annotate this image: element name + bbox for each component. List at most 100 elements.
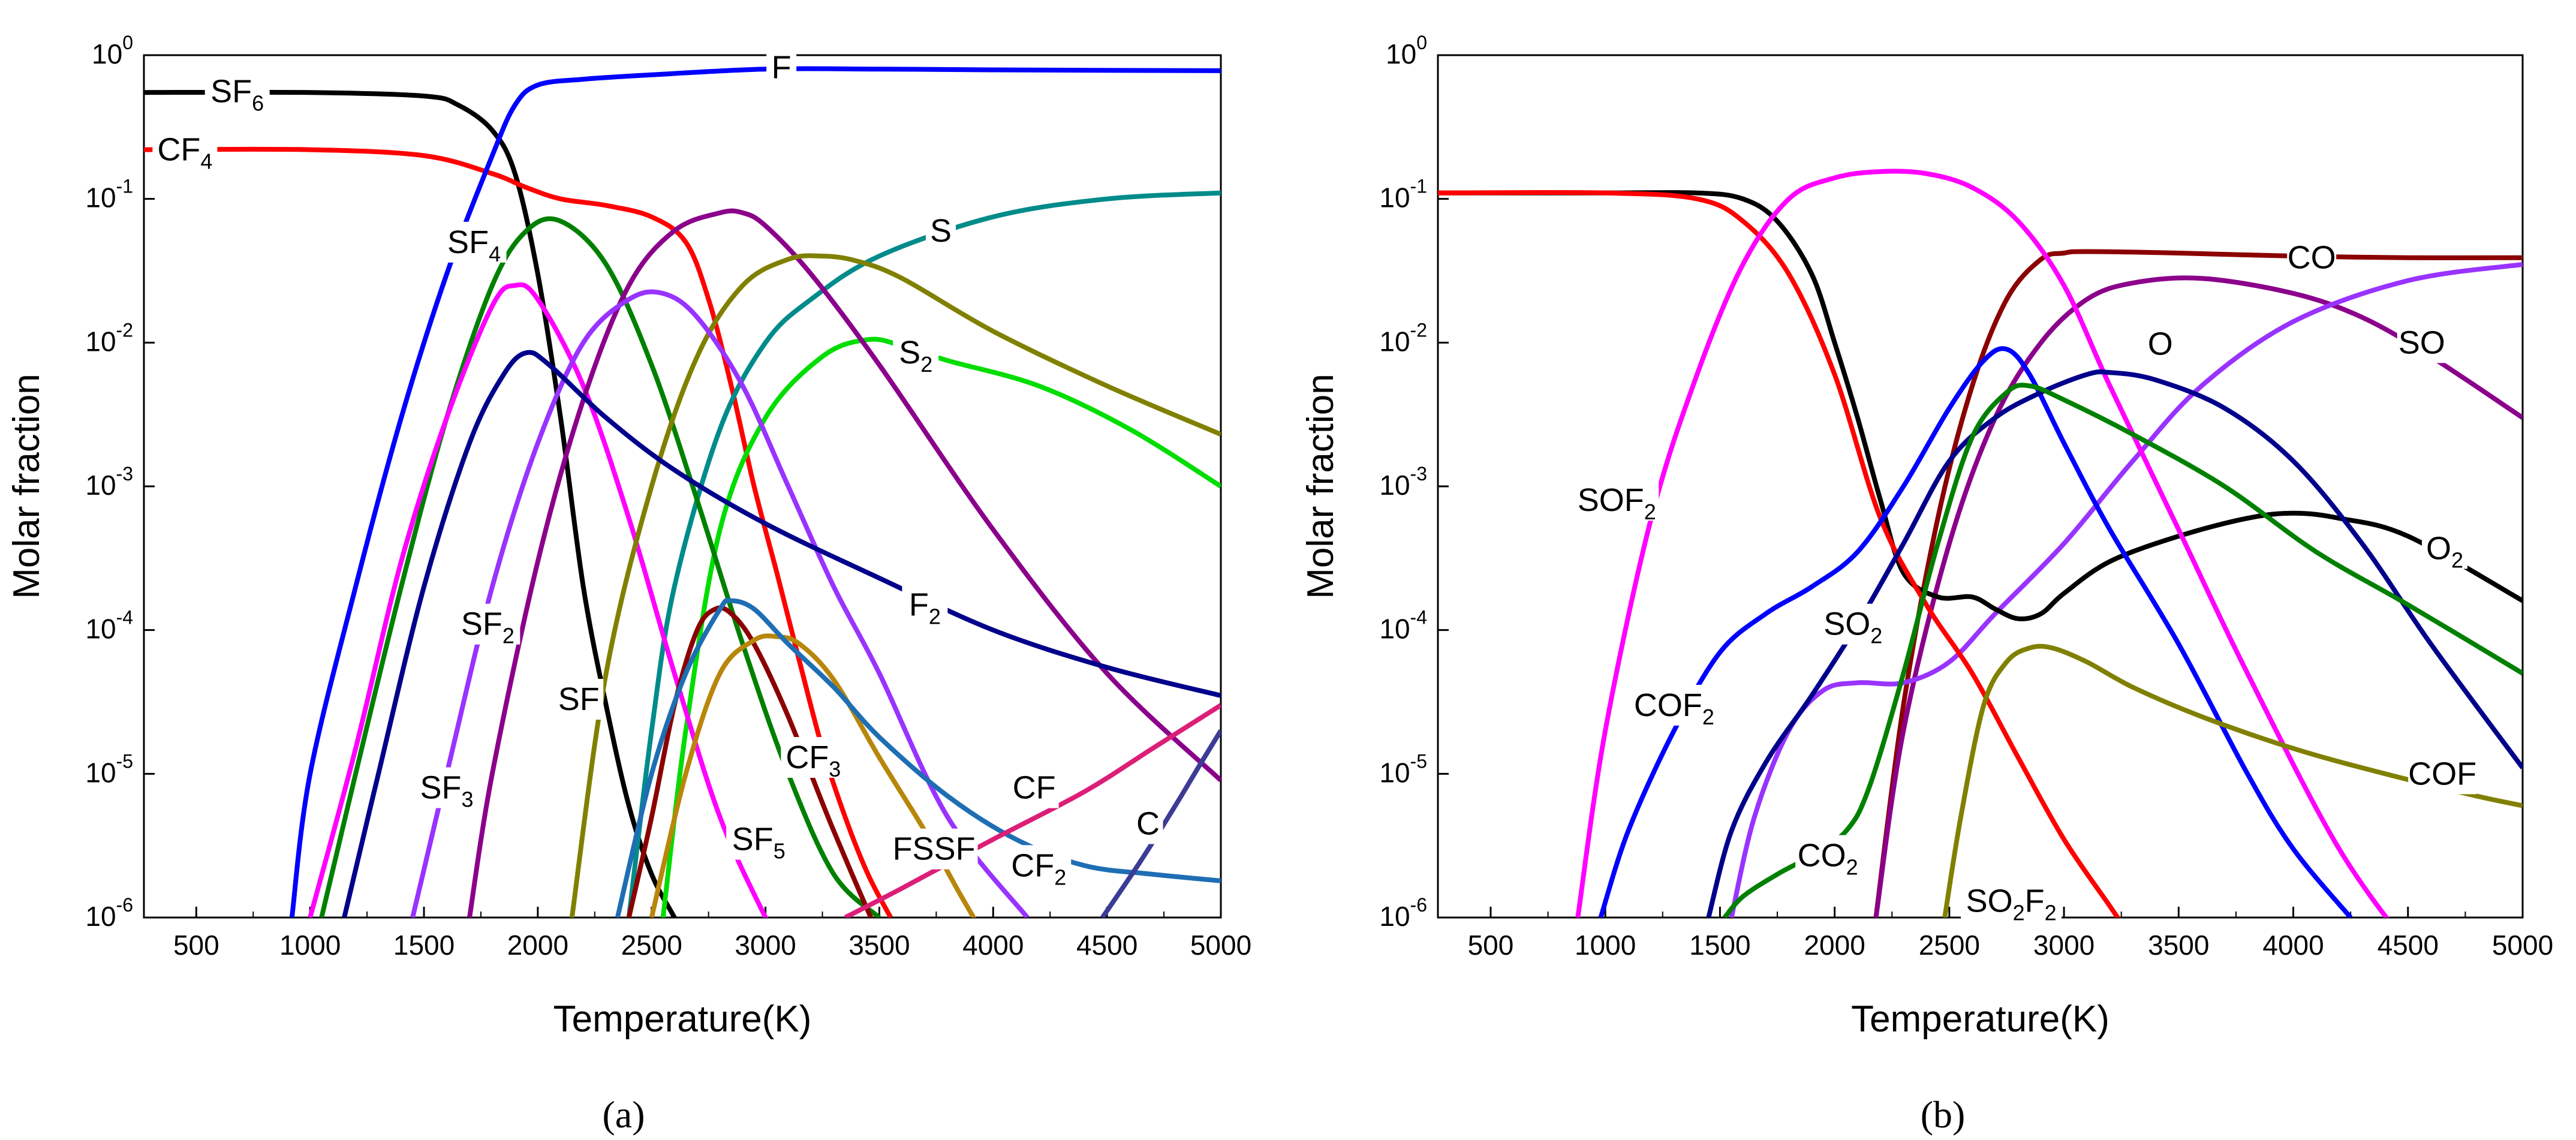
y-tick-label-b: 10-3 (1379, 463, 1427, 501)
y-tick-label-a: 10-3 (85, 463, 133, 501)
x-tick-label-a: 2000 (507, 930, 568, 961)
svg-text:SOF2: SOF2 (1578, 482, 1656, 524)
svg-text:FSSF: FSSF (893, 831, 976, 867)
series-label-so2: SO2 (1820, 603, 1886, 648)
series-label-so2f2: SO2F2 (1961, 880, 2062, 925)
x-tick-label-b: 500 (1468, 930, 1514, 961)
y-tick-label-b: 10-5 (1379, 750, 1427, 788)
series-line-so (1873, 275, 2523, 918)
panel-label-a: (a) (602, 1093, 645, 1136)
series-label-cof: COF (2408, 753, 2477, 795)
series-label-co2: CO2 (1795, 835, 1861, 880)
x-tick-label-b: 2000 (1804, 930, 1865, 961)
y-axis-title-b: Molar fraction (1300, 374, 1341, 599)
series-line-sf6 (144, 89, 678, 918)
series-label-fssf: FSSF (890, 828, 978, 870)
series-label-sf5: SF5 (726, 819, 792, 864)
x-tick-label-a: 1500 (393, 930, 455, 961)
series-line-sf (569, 253, 1221, 918)
series-label-cf4: CF4 (152, 129, 218, 174)
series-label-sf6: SF6 (204, 71, 270, 115)
x-tick-label-b: 4500 (2378, 930, 2439, 961)
series-line-sf4 (319, 216, 881, 918)
x-tick-label-a: 4000 (962, 930, 1024, 961)
x-tick-label-b: 3000 (2033, 930, 2094, 961)
x-axis-title-a: Temperature(K) (553, 998, 812, 1040)
svg-text:S: S (930, 213, 952, 249)
series-label-cf: CF (1009, 767, 1059, 808)
svg-text:CF: CF (1013, 770, 1056, 806)
series-line-cf2 (615, 597, 1221, 918)
series-line-sof2 (1575, 169, 2390, 918)
svg-text:CO2: CO2 (1798, 838, 1858, 880)
x-tick-label-a: 5000 (1190, 930, 1251, 961)
series-label-co: CO (2287, 237, 2337, 278)
series-line-o2 (1438, 190, 2523, 622)
svg-text:CO: CO (2288, 240, 2336, 276)
x-tick-label-b: 4000 (2262, 930, 2324, 961)
series-label-so: SO (2397, 322, 2446, 363)
series-line-c (1100, 729, 1221, 918)
series-label-cf3: CF3 (781, 737, 846, 781)
svg-text:SO2: SO2 (1823, 606, 1882, 648)
svg-text:COF2: COF2 (1634, 687, 1714, 729)
series-line-cof (1942, 643, 2523, 918)
svg-text:COF: COF (2408, 756, 2476, 792)
svg-text:F: F (772, 50, 792, 86)
y-axis-title-a: Molar fraction (6, 374, 47, 599)
series-label-f2: F2 (902, 584, 948, 628)
series-label-cf2: CF2 (1006, 845, 1072, 889)
x-axis-title-b: Temperature(K) (1851, 998, 2109, 1040)
series-line-cf3 (626, 605, 874, 918)
series-label-sof2: SOF2 (1575, 480, 1659, 524)
y-tick-label-a: 10-5 (85, 750, 133, 788)
series-label-o: O (2145, 323, 2175, 365)
series-line-so2 (1706, 369, 2523, 918)
y-tick-label-b: 100 (1386, 32, 1427, 70)
series-label-s: S (925, 210, 956, 251)
y-tick-label-a: 100 (92, 32, 133, 70)
x-tick-label-a: 1000 (279, 930, 341, 961)
x-tick-label-b: 1500 (1689, 930, 1750, 961)
svg-text:SO2F2: SO2F2 (1966, 883, 2057, 925)
svg-text:SF: SF (558, 681, 600, 717)
series-label-s2: S2 (893, 332, 939, 377)
series-label-o2: O2 (2421, 528, 2467, 572)
y-tick-label-a: 10-6 (85, 894, 133, 932)
series-line-s (626, 190, 1221, 918)
y-tick-label-a: 10-2 (85, 319, 133, 357)
series-label-cof2: COF2 (1632, 684, 1716, 729)
x-tick-label-a: 3500 (848, 930, 910, 961)
series-label-sf2: SF2 (455, 603, 520, 648)
panel-a-chart: 500 1000 1500 2000 2500 3000 3500 4000 4500 5000 1… (6, 32, 1251, 1040)
svg-text:C: C (1136, 805, 1160, 841)
y-tick-label-b: 10-4 (1379, 607, 1427, 645)
series-label-c: C (1133, 803, 1163, 844)
series-line-sf3 (308, 282, 769, 918)
series-line-f (289, 66, 1221, 918)
y-tick-label-a: 10-1 (85, 176, 133, 213)
x-tick-label-a: 2500 (621, 930, 682, 961)
series-line-s2 (660, 336, 1221, 918)
panel-b-chart: 500 1000 1500 2000 2500 3000 3500 4000 4500 5000 1… (1300, 32, 2553, 1040)
y-tick-label-b: 10-6 (1379, 894, 1427, 932)
svg-text:SO: SO (2399, 324, 2445, 360)
y-tick-label-b: 10-2 (1379, 319, 1427, 357)
x-tick-label-a: 4500 (1076, 930, 1137, 961)
series-label-sf4: SF4 (441, 221, 507, 266)
y-tick-label-b: 10-1 (1379, 176, 1427, 213)
x-tick-label-a: 3000 (735, 930, 796, 961)
x-tick-label-a: 500 (173, 930, 219, 961)
series-line-cf (844, 703, 1221, 918)
series-label-sf3: SF3 (414, 767, 480, 812)
series-line-sf2 (467, 208, 1221, 918)
x-tick-label-b: 2500 (1919, 930, 1980, 961)
series-label-f: F (766, 47, 797, 88)
series-label-sf: SF (554, 679, 604, 720)
x-tick-label-b: 5000 (2492, 930, 2553, 961)
x-tick-label-b: 1000 (1575, 930, 1636, 961)
panel-label-b: (b) (1921, 1093, 1966, 1136)
series-line-f2 (342, 350, 1221, 918)
x-tick-label-b: 3500 (2148, 930, 2209, 961)
